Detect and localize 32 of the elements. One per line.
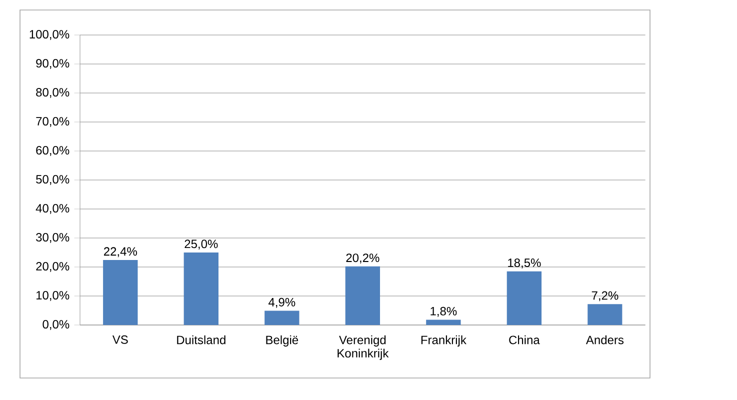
y-tick-label: 50,0% bbox=[36, 175, 70, 185]
data-label: 18,5% bbox=[508, 258, 541, 268]
y-tick-label: 20,0% bbox=[36, 262, 70, 272]
data-label: 22,4% bbox=[104, 247, 137, 258]
x-tick-label: China bbox=[509, 335, 540, 344]
bar bbox=[345, 266, 380, 325]
x-tick-label: VS bbox=[112, 335, 128, 344]
data-label: 20,2% bbox=[346, 254, 380, 264]
x-tick-label: België bbox=[266, 335, 298, 347]
x-tick-label: Duitsland bbox=[177, 335, 226, 344]
y-tick-label: 60,0% bbox=[36, 146, 70, 156]
x-tick-label: Anders bbox=[586, 335, 624, 344]
y-tick-label: 10,0% bbox=[36, 291, 70, 301]
data-label: 25,0% bbox=[184, 240, 218, 250]
x-tick-label: Verenigd Koninkrijk bbox=[338, 335, 389, 360]
bar bbox=[264, 310, 300, 325]
bar bbox=[103, 260, 138, 325]
y-tick-label: 0,0% bbox=[42, 320, 70, 330]
bar bbox=[588, 304, 622, 325]
data-label: 7,2% bbox=[592, 291, 618, 302]
data-label: 1,8% bbox=[430, 306, 457, 317]
y-tick-label: 70,0% bbox=[36, 117, 70, 127]
y-tick-label: 100,0% bbox=[30, 30, 70, 40]
y-tick-label: 40,0% bbox=[36, 204, 70, 214]
x-tick-label: Frankrijk bbox=[421, 335, 466, 347]
bar bbox=[184, 252, 218, 325]
y-tick-label: 80,0% bbox=[36, 88, 70, 98]
bar bbox=[426, 320, 461, 325]
data-label: 4,9% bbox=[268, 298, 296, 308]
y-tick-label: 90,0% bbox=[36, 59, 70, 69]
bar bbox=[506, 271, 542, 325]
y-tick-label: 30,0% bbox=[36, 233, 70, 243]
